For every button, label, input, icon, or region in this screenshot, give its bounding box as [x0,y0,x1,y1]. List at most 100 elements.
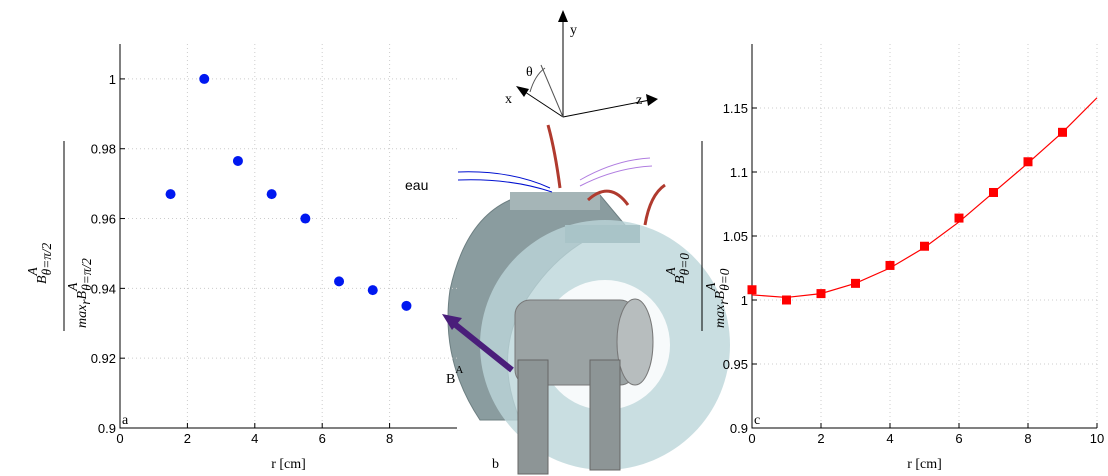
math-sub: θ=π/2 [39,242,54,275]
arrow-head [516,86,529,97]
support-leg [589,359,621,471]
point [885,260,895,270]
diagram: y z x θ eau BA b [405,10,730,475]
panel-label: c [754,413,760,428]
ylabel-numerator: BAθ=π/2 [25,242,54,284]
point [199,73,210,84]
y-tick-label: 0.92 [91,351,116,366]
field-label: BA [446,364,463,387]
y-tick-label: 0.94 [91,281,116,296]
x-tick-label: 4 [886,431,893,446]
x-tick-label: 0 [748,431,755,446]
fit-line [751,97,1098,299]
field-arrow [450,319,514,373]
point [851,278,860,288]
x-axis-label: r [cm] [271,457,306,472]
math-sub: r [716,299,731,305]
arrow-head [646,94,658,106]
math-sup: A [663,266,678,276]
y-tick-label: 0.9 [730,421,748,436]
point [816,289,826,299]
y-tick-label: 1 [741,293,748,308]
point [300,213,311,224]
math-sup: A [25,266,40,276]
math-sup: A [65,282,80,292]
water-flow [579,157,651,181]
point [920,241,929,251]
axis-label: y [570,23,577,38]
x-tick-label: 6 [319,431,326,446]
point [1023,157,1033,167]
x-axis-label: r [cm] [907,457,942,472]
y-tick-label: 1.15 [723,101,748,116]
math-prefix: max [713,304,728,328]
support-leg [517,359,549,475]
point [266,189,277,200]
water-flow [579,165,653,187]
theta-arc [529,67,546,93]
z-axis-arrow [562,99,651,118]
math-sub: θ=0 [677,253,692,276]
point [401,300,412,311]
math-base: B [673,275,688,284]
water-flow [457,179,553,193]
water-label: eau [405,177,428,193]
math-base: B [713,290,728,299]
point [232,155,243,166]
field-sup: A [455,364,463,376]
point [334,276,345,287]
heat-arrow [586,189,630,206]
math-sub: θ=0 [717,268,732,291]
point [989,187,998,197]
y-tick-label: 1 [109,72,116,87]
math-base: B [35,275,50,284]
math-base: B [75,290,90,299]
y-tick-label: 0.98 [91,142,116,157]
x-tick-label: 2 [184,431,191,446]
x-tick-label: 0 [116,431,123,446]
arrow-head [442,314,462,330]
math-prefix: max [75,304,90,328]
x-tick-label: 10 [1090,431,1104,446]
rotated-axis [540,64,564,118]
axis-label: x [505,92,512,107]
cylinder-end [616,298,654,386]
x-tick-label: 8 [1024,431,1031,446]
y-tick-label: 0.95 [723,357,748,372]
point [1058,127,1067,137]
x-tick-label: 4 [251,431,258,446]
ylabel-denominator: maxrBAθ=π/2 [65,258,94,328]
y-tick-label: 1.05 [723,229,748,244]
panel-label: b [492,457,499,472]
point [954,213,964,223]
point [782,295,791,305]
math-sup: A [703,282,718,292]
x-tick-label: 6 [955,431,962,446]
axis-frame [751,44,1097,429]
point [165,189,176,200]
magnet-top [510,192,600,210]
point [747,285,757,295]
arrow-head [558,10,568,22]
axis-label: θ [526,65,533,80]
ylabel-numerator: BAθ=0 [663,253,692,284]
x-tick-label: 2 [817,431,824,446]
y-tick-label: 0.9 [98,421,116,436]
math-sub: r [78,299,93,305]
math-sub: θ=π/2 [79,258,94,291]
y-tick-label: 0.96 [91,212,116,227]
coil-top [565,225,640,243]
axis-frame [119,44,457,429]
heat-arrow [643,183,666,226]
heat-arrow [546,124,562,189]
y-tick-label: 1.1 [730,165,748,180]
x-tick-label: 8 [386,431,393,446]
panel-label: a [122,413,129,428]
water-flow [457,171,551,189]
ylabel-denominator: maxrBAθ=0 [703,268,732,328]
field-base: B [446,372,455,387]
point [367,285,378,296]
